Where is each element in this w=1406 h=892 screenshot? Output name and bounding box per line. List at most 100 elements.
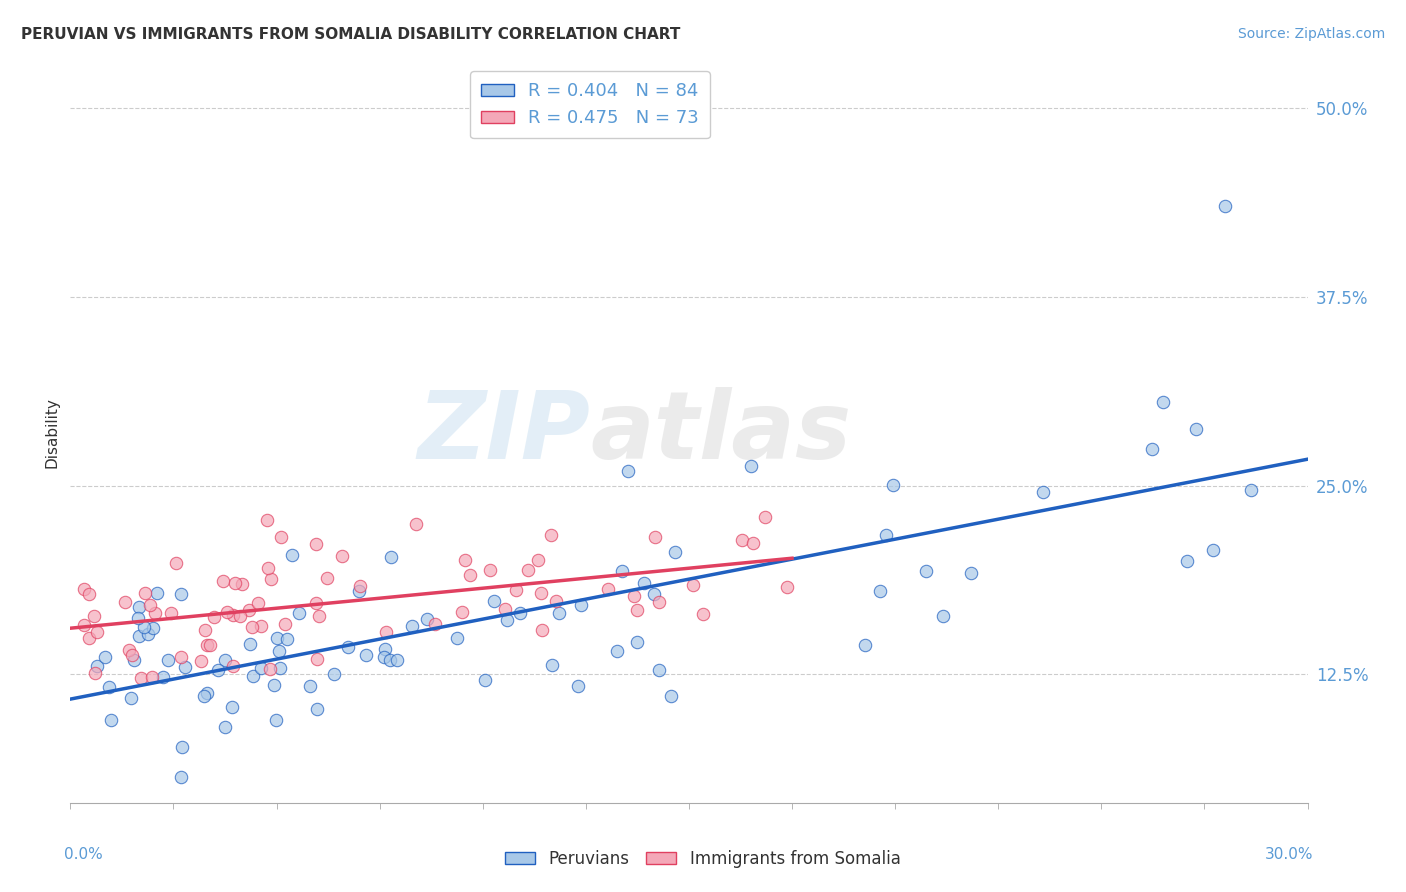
Text: 0.0%: 0.0%	[65, 847, 103, 863]
Point	[97, 680, 120, 694]
Point	[141, 670, 163, 684]
Point	[128, 629, 150, 643]
Point	[1152, 395, 1174, 409]
Point	[165, 556, 187, 570]
Point	[661, 689, 683, 703]
Point	[347, 583, 370, 598]
Point	[263, 678, 285, 692]
Point	[222, 607, 245, 622]
Point	[754, 510, 776, 524]
Point	[134, 586, 156, 600]
Point	[610, 564, 633, 578]
Point	[479, 563, 502, 577]
Point	[380, 550, 402, 565]
Point	[692, 607, 714, 621]
Point	[73, 618, 96, 632]
Point	[229, 608, 252, 623]
Point	[100, 713, 122, 727]
Point	[387, 653, 409, 667]
Point	[960, 566, 983, 581]
Point	[1175, 554, 1198, 568]
Legend: R = 0.404   N = 84, R = 0.475   N = 73: R = 0.404 N = 84, R = 0.475 N = 73	[470, 71, 710, 138]
Point	[598, 582, 620, 596]
Point	[114, 595, 136, 609]
Text: 30.0%: 30.0%	[1265, 847, 1313, 863]
Point	[288, 607, 311, 621]
Point	[231, 577, 253, 591]
Point	[242, 669, 264, 683]
Point	[731, 533, 754, 547]
Point	[307, 702, 329, 716]
Point	[276, 632, 298, 647]
Point	[337, 640, 360, 655]
Point	[259, 662, 281, 676]
Point	[322, 667, 344, 681]
Point	[214, 653, 236, 667]
Point	[305, 537, 328, 551]
Point	[77, 587, 100, 601]
Point	[142, 621, 165, 635]
Point	[354, 648, 377, 662]
Point	[1142, 442, 1164, 456]
Point	[423, 617, 446, 632]
Point	[1032, 485, 1054, 500]
Point	[606, 644, 628, 658]
Point	[932, 609, 955, 624]
Point	[280, 548, 302, 562]
Point	[195, 638, 218, 652]
Point	[198, 638, 221, 652]
Text: Source: ZipAtlas.com: Source: ZipAtlas.com	[1237, 27, 1385, 41]
Point	[152, 670, 174, 684]
Point	[170, 739, 193, 754]
Point	[127, 611, 149, 625]
Point	[195, 686, 218, 700]
Point	[246, 596, 269, 610]
Point	[875, 528, 897, 542]
Point	[79, 631, 101, 645]
Point	[516, 563, 538, 577]
Point	[305, 652, 328, 666]
Point	[193, 689, 215, 703]
Point	[136, 626, 159, 640]
Point	[569, 598, 592, 612]
Point	[664, 545, 686, 559]
Point	[494, 602, 516, 616]
Point	[1213, 199, 1236, 213]
Point	[446, 632, 468, 646]
Point	[190, 654, 212, 668]
Point	[238, 603, 260, 617]
Point	[647, 594, 669, 608]
Point	[495, 613, 517, 627]
Point	[240, 620, 263, 634]
Point	[509, 606, 531, 620]
Point	[626, 635, 648, 649]
Point	[221, 699, 243, 714]
Point	[546, 594, 568, 608]
Point	[250, 661, 273, 675]
Point	[84, 666, 107, 681]
Point	[145, 586, 167, 600]
Point	[120, 690, 142, 705]
Point	[136, 809, 159, 823]
Point	[458, 567, 481, 582]
Point	[139, 598, 162, 612]
Point	[474, 673, 496, 687]
Point	[541, 658, 564, 673]
Point	[682, 578, 704, 592]
Point	[86, 659, 108, 673]
Point	[224, 576, 246, 591]
Point	[315, 571, 337, 585]
Point	[170, 587, 193, 601]
Point	[207, 663, 229, 677]
Point	[308, 608, 330, 623]
Point	[143, 606, 166, 620]
Point	[217, 606, 239, 620]
Point	[530, 624, 553, 638]
Point	[405, 516, 427, 531]
Point	[274, 617, 297, 632]
Point	[482, 594, 505, 608]
Point	[260, 572, 283, 586]
Point	[1185, 422, 1208, 436]
Point	[267, 644, 290, 658]
Point	[156, 653, 179, 667]
